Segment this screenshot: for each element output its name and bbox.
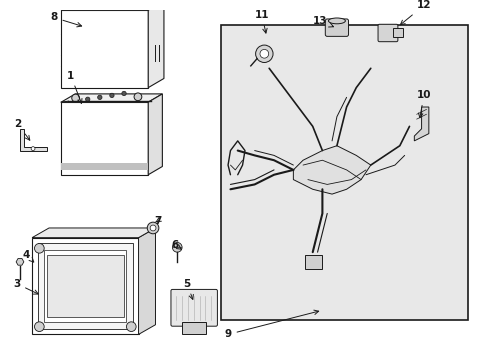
Polygon shape: [20, 129, 46, 150]
Text: 4: 4: [22, 249, 34, 262]
FancyBboxPatch shape: [325, 19, 348, 36]
Circle shape: [72, 94, 80, 102]
Circle shape: [150, 225, 156, 231]
Circle shape: [172, 243, 182, 252]
Polygon shape: [138, 228, 155, 334]
Polygon shape: [16, 258, 24, 265]
Circle shape: [122, 91, 126, 96]
Text: 3: 3: [13, 279, 38, 294]
Text: 1: 1: [67, 71, 82, 103]
Circle shape: [147, 222, 159, 234]
Polygon shape: [61, 10, 148, 87]
Text: 6: 6: [171, 240, 181, 250]
Polygon shape: [61, 94, 162, 102]
Circle shape: [255, 45, 272, 63]
Polygon shape: [148, 94, 162, 175]
Text: 12: 12: [400, 0, 430, 25]
Polygon shape: [413, 107, 428, 141]
Polygon shape: [148, 1, 163, 87]
Polygon shape: [61, 1, 163, 10]
Text: 13: 13: [312, 16, 333, 27]
Polygon shape: [32, 228, 155, 238]
Circle shape: [134, 93, 142, 101]
Circle shape: [109, 93, 114, 98]
Bar: [221, 25, 467, 320]
Text: 5: 5: [183, 279, 193, 300]
Text: 7: 7: [154, 216, 161, 226]
Text: 2: 2: [14, 119, 30, 140]
Text: 9: 9: [224, 310, 318, 339]
Circle shape: [260, 49, 268, 58]
Text: 11: 11: [254, 10, 268, 33]
Bar: [182, 322, 206, 334]
Polygon shape: [293, 146, 370, 194]
Bar: [392, 28, 403, 37]
Circle shape: [98, 95, 102, 99]
Circle shape: [126, 322, 136, 332]
Circle shape: [85, 97, 90, 102]
Bar: [38, 243, 132, 329]
Polygon shape: [61, 102, 148, 175]
Circle shape: [31, 147, 35, 150]
Ellipse shape: [328, 18, 345, 24]
FancyBboxPatch shape: [377, 24, 397, 42]
Text: 10: 10: [416, 90, 430, 118]
Bar: [305, 255, 322, 269]
FancyBboxPatch shape: [171, 289, 217, 326]
Bar: [44, 250, 126, 322]
Bar: [46, 255, 124, 318]
Circle shape: [35, 243, 44, 253]
Bar: [32, 238, 138, 334]
Bar: [61, 163, 148, 170]
Text: 8: 8: [50, 13, 81, 27]
Circle shape: [35, 322, 44, 332]
